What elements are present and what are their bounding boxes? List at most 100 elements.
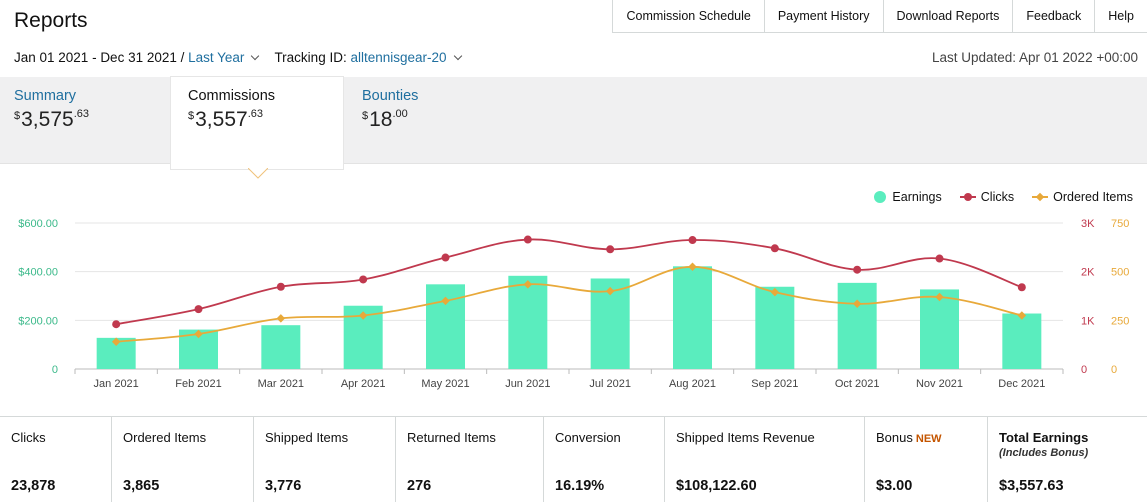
chevron-down-icon[interactable] <box>251 51 260 61</box>
clicks-point <box>112 320 121 329</box>
ordered-items-line-icon <box>1032 191 1049 203</box>
chevron-down-icon[interactable] <box>453 51 462 61</box>
stat-ordered-value: 3,865 <box>123 478 160 494</box>
ordered-items-point <box>276 314 286 323</box>
x-axis-label: Jul 2021 <box>589 378 631 390</box>
summary-amount: $3,575.63 <box>14 108 89 131</box>
stat-conversion-label: Conversion <box>555 430 621 445</box>
right-clicks-axis-tick: 2K <box>1081 267 1095 279</box>
last-updated: Last Updated: Apr 01 2022 +00:00 <box>931 50 1138 65</box>
ordered-items-line <box>116 265 1023 343</box>
stat-bonus-label: Bonus NEW <box>876 430 942 445</box>
tab-bounties-label: Bounties <box>362 88 419 104</box>
stat-revenue-label: Shipped Items Revenue <box>676 430 815 445</box>
earnings-bar <box>261 325 301 369</box>
x-axis-label: May 2021 <box>421 378 469 390</box>
stat-returned-label: Returned Items <box>407 430 496 445</box>
stat-returned-items: Returned Items 276 <box>396 417 544 502</box>
stat-conversion-value: 16.19% <box>555 478 605 494</box>
left-axis-tick: 0 <box>52 364 58 376</box>
stat-shipped-label: Shipped Items <box>265 430 349 445</box>
ordered-items-point <box>605 286 615 296</box>
x-axis-label: Dec 2021 <box>998 378 1045 390</box>
date-range-text: Jan 01 2021 - Dec 31 2021 / <box>14 50 189 65</box>
tracking-id-dropdown[interactable]: alltennisgear-20 <box>350 50 447 65</box>
stat-shipped-items: Shipped Items 3,776 <box>254 417 396 502</box>
legend-ordered-items[interactable]: Ordered Items <box>1032 190 1133 204</box>
active-tab-pointer-icon <box>248 168 268 179</box>
clicks-line <box>116 238 1023 326</box>
help-button[interactable]: Help <box>1095 0 1147 32</box>
stat-shipped-revenue: Shipped Items Revenue $108,122.60 <box>665 417 865 502</box>
tracking-id-label: Tracking ID: <box>274 50 351 65</box>
right-items-axis-tick: 500 <box>1111 267 1129 279</box>
clicks-line-icon <box>959 191 976 203</box>
commissions-amount: $3,557.63 <box>188 108 263 131</box>
left-axis-tick: $400.00 <box>18 267 58 279</box>
stat-shipped-value: 3,776 <box>265 478 302 494</box>
clicks-point <box>688 236 697 245</box>
ordered-items-point <box>441 296 450 306</box>
x-axis-label: Sep 2021 <box>751 378 798 390</box>
top-nav: Commission Schedule Payment History Down… <box>612 0 1147 33</box>
clicks-point <box>1017 283 1026 292</box>
feedback-button[interactable]: Feedback <box>1013 0 1096 32</box>
ordered-items-point <box>358 311 368 320</box>
legend-earnings[interactable]: Earnings <box>874 190 942 204</box>
stat-ordered-label: Ordered Items <box>123 430 207 445</box>
x-axis-label: Oct 2021 <box>835 378 880 390</box>
stat-bonus: Bonus NEW $3.00 <box>865 417 988 502</box>
earnings-bar <box>755 286 795 369</box>
tab-commissions[interactable]: Commissions $3,557.63 <box>171 77 343 169</box>
chart-legend: Earnings Clicks Ordered Items <box>874 190 1133 204</box>
clicks-point <box>523 235 532 244</box>
stats-bar: Clicks 23,878 Ordered Items 3,865 Shippe… <box>0 416 1147 502</box>
earnings-bar <box>920 289 959 369</box>
payment-history-button[interactable]: Payment History <box>764 0 884 32</box>
tab-bounties[interactable]: Bounties $18.00 <box>362 77 418 164</box>
stat-clicks: Clicks 23,878 <box>0 417 112 502</box>
earnings-chart: 0 0 0 $200.00 1K 250 $400.00 2K 500 $600.00 3K 750 J… <box>0 180 1147 416</box>
stat-bonus-value: $3.00 <box>876 478 913 494</box>
x-axis-label: Feb 2021 <box>175 378 221 390</box>
x-axis-label: Jun 2021 <box>505 378 550 390</box>
page-title: Reports <box>14 9 88 32</box>
tab-summary-label: Summary <box>14 88 77 104</box>
clicks-point <box>359 275 368 284</box>
bounties-amount: $18.00 <box>362 108 408 131</box>
stat-total-sub: (Includes Bonus) <box>999 447 1089 459</box>
earnings-bar <box>673 266 712 369</box>
commission-schedule-button[interactable]: Commission Schedule <box>613 0 765 32</box>
right-items-axis-tick: 0 <box>1111 364 1117 376</box>
clicks-point <box>606 245 615 254</box>
right-clicks-axis-tick: 3K <box>1081 218 1095 230</box>
date-preset-dropdown[interactable]: Last Year <box>188 50 245 65</box>
stat-conversion: Conversion 16.19% <box>544 417 665 502</box>
tab-summary[interactable]: Summary $3,575.63 <box>14 77 89 164</box>
stat-returned-value: 276 <box>407 478 432 494</box>
clicks-point <box>935 254 944 263</box>
stat-revenue-value: $108,122.60 <box>676 478 757 494</box>
legend-clicks[interactable]: Clicks <box>959 190 1014 204</box>
download-reports-button[interactable]: Download Reports <box>883 0 1014 32</box>
x-axis-label: Jan 2021 <box>94 378 139 390</box>
chart-svg: 0 0 0 $200.00 1K 250 $400.00 2K 500 $600.00 3K 750 J… <box>18 218 1129 390</box>
clicks-point <box>441 253 450 262</box>
clicks-point <box>276 282 285 291</box>
clicks-point <box>853 265 862 274</box>
right-items-axis-tick: 750 <box>1111 218 1129 230</box>
right-items-axis-tick: 250 <box>1111 315 1129 327</box>
x-axis-label: Nov 2021 <box>916 378 963 390</box>
x-axis-label: Mar 2021 <box>258 378 304 390</box>
left-axis-tick: $200.00 <box>18 315 58 327</box>
summary-tabs: Summary $3,575.63 Commissions $3,557.63 … <box>0 77 1147 169</box>
new-badge: NEW <box>915 433 942 445</box>
clicks-point <box>770 244 779 253</box>
ordered-items-point <box>194 329 203 339</box>
stat-ordered-items: Ordered Items 3,865 <box>112 417 254 502</box>
clicks-point <box>194 305 203 314</box>
earnings-bar <box>1002 313 1042 369</box>
earnings-bar <box>837 282 877 369</box>
stat-total-label: Total Earnings <box>999 430 1089 445</box>
earnings-dot-icon <box>874 191 887 203</box>
